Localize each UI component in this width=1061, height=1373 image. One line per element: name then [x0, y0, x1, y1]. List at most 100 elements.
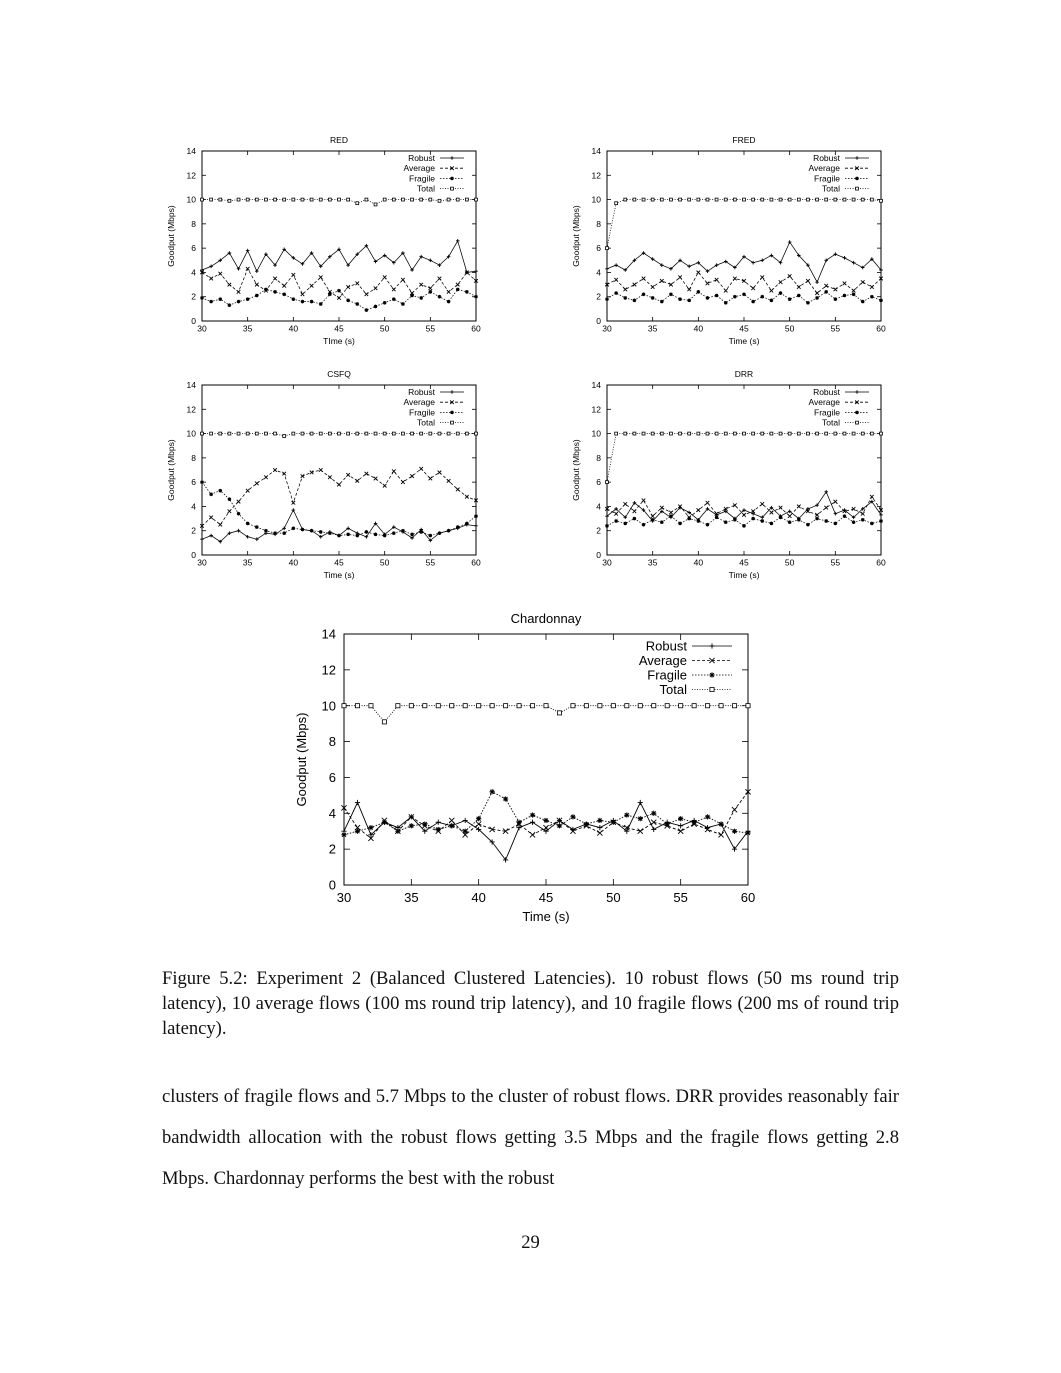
data-point	[392, 531, 396, 535]
data-point	[227, 282, 232, 287]
data-point	[742, 254, 746, 259]
data-point	[851, 292, 856, 297]
data-point	[309, 197, 314, 202]
data-point	[218, 197, 223, 202]
data-point	[787, 509, 792, 514]
data-point	[209, 197, 213, 202]
data-point	[373, 286, 378, 291]
data-point	[651, 810, 657, 816]
data-point	[769, 253, 774, 258]
legend-label: Robust	[408, 387, 436, 397]
data-point	[392, 297, 396, 301]
data-point	[419, 296, 423, 300]
data-point	[437, 198, 442, 203]
data-point	[842, 514, 847, 518]
data-point	[264, 252, 268, 257]
data-point	[842, 256, 847, 260]
data-point	[760, 519, 765, 523]
data-point	[623, 197, 628, 202]
data-point	[419, 282, 424, 287]
data-point	[860, 280, 865, 285]
data-point	[879, 513, 883, 517]
data-point	[879, 198, 883, 203]
data-point	[465, 290, 469, 294]
data-point	[851, 515, 856, 520]
data-point	[381, 719, 387, 725]
data-point	[273, 290, 277, 294]
data-point	[806, 507, 810, 511]
data-point	[605, 266, 609, 271]
data-point	[806, 263, 810, 267]
data-point	[503, 703, 509, 709]
data-point	[408, 823, 414, 829]
data-point	[355, 281, 360, 286]
data-point	[254, 197, 259, 202]
y-tick-label: 6	[596, 243, 601, 253]
data-point	[760, 501, 765, 507]
data-point	[318, 431, 323, 436]
data-point	[678, 816, 684, 822]
data-point	[273, 531, 277, 535]
data-point	[806, 431, 810, 436]
data-point	[199, 270, 205, 275]
data-point	[346, 284, 351, 290]
data-point	[614, 201, 618, 206]
data-point	[637, 799, 643, 806]
data-point	[309, 431, 314, 436]
data-point	[597, 703, 603, 709]
data-point	[650, 296, 655, 300]
data-point	[254, 282, 259, 287]
legend-marker	[449, 400, 455, 405]
data-point	[787, 431, 792, 436]
data-point	[422, 821, 428, 827]
data-point	[731, 828, 738, 834]
data-point	[623, 268, 628, 272]
data-point	[318, 530, 323, 534]
data-point	[291, 272, 296, 277]
data-point	[400, 480, 406, 485]
y-axis-label: Goodput (Mbps)	[166, 205, 176, 267]
series-fragile	[200, 287, 478, 312]
data-point	[732, 276, 737, 281]
y-tick-label: 2	[596, 526, 601, 536]
data-point	[382, 533, 387, 538]
x-tick-label: 50	[380, 558, 390, 568]
series-line	[606, 241, 882, 283]
data-point	[437, 470, 442, 475]
data-point	[596, 830, 603, 836]
data-point	[264, 287, 268, 292]
data-point	[474, 431, 478, 436]
data-point	[408, 703, 414, 709]
x-tick-label: 60	[876, 558, 886, 568]
data-point	[806, 197, 810, 202]
data-point	[465, 431, 469, 436]
data-point	[309, 299, 314, 304]
data-point	[422, 828, 428, 834]
data-point	[455, 431, 460, 436]
data-point	[309, 283, 314, 288]
data-point	[282, 247, 286, 252]
data-point	[341, 832, 347, 838]
data-point	[355, 302, 360, 306]
data-point	[733, 431, 737, 436]
data-point	[718, 831, 724, 838]
y-tick-label: 8	[329, 734, 336, 749]
chart-title: CSFQ	[327, 369, 351, 379]
data-point	[760, 515, 765, 520]
data-point	[860, 197, 865, 202]
data-point	[476, 826, 482, 833]
data-point	[851, 431, 856, 436]
data-point	[641, 431, 646, 436]
data-point	[632, 282, 637, 287]
data-point	[833, 521, 838, 526]
data-point	[610, 703, 616, 709]
data-point	[751, 431, 755, 436]
data-point	[428, 197, 433, 202]
x-tick-label: 40	[289, 324, 299, 334]
data-point	[236, 266, 241, 271]
data-point	[282, 292, 286, 297]
data-point	[842, 281, 847, 286]
data-point	[677, 828, 684, 835]
data-point	[623, 431, 628, 436]
series-total	[341, 703, 751, 725]
